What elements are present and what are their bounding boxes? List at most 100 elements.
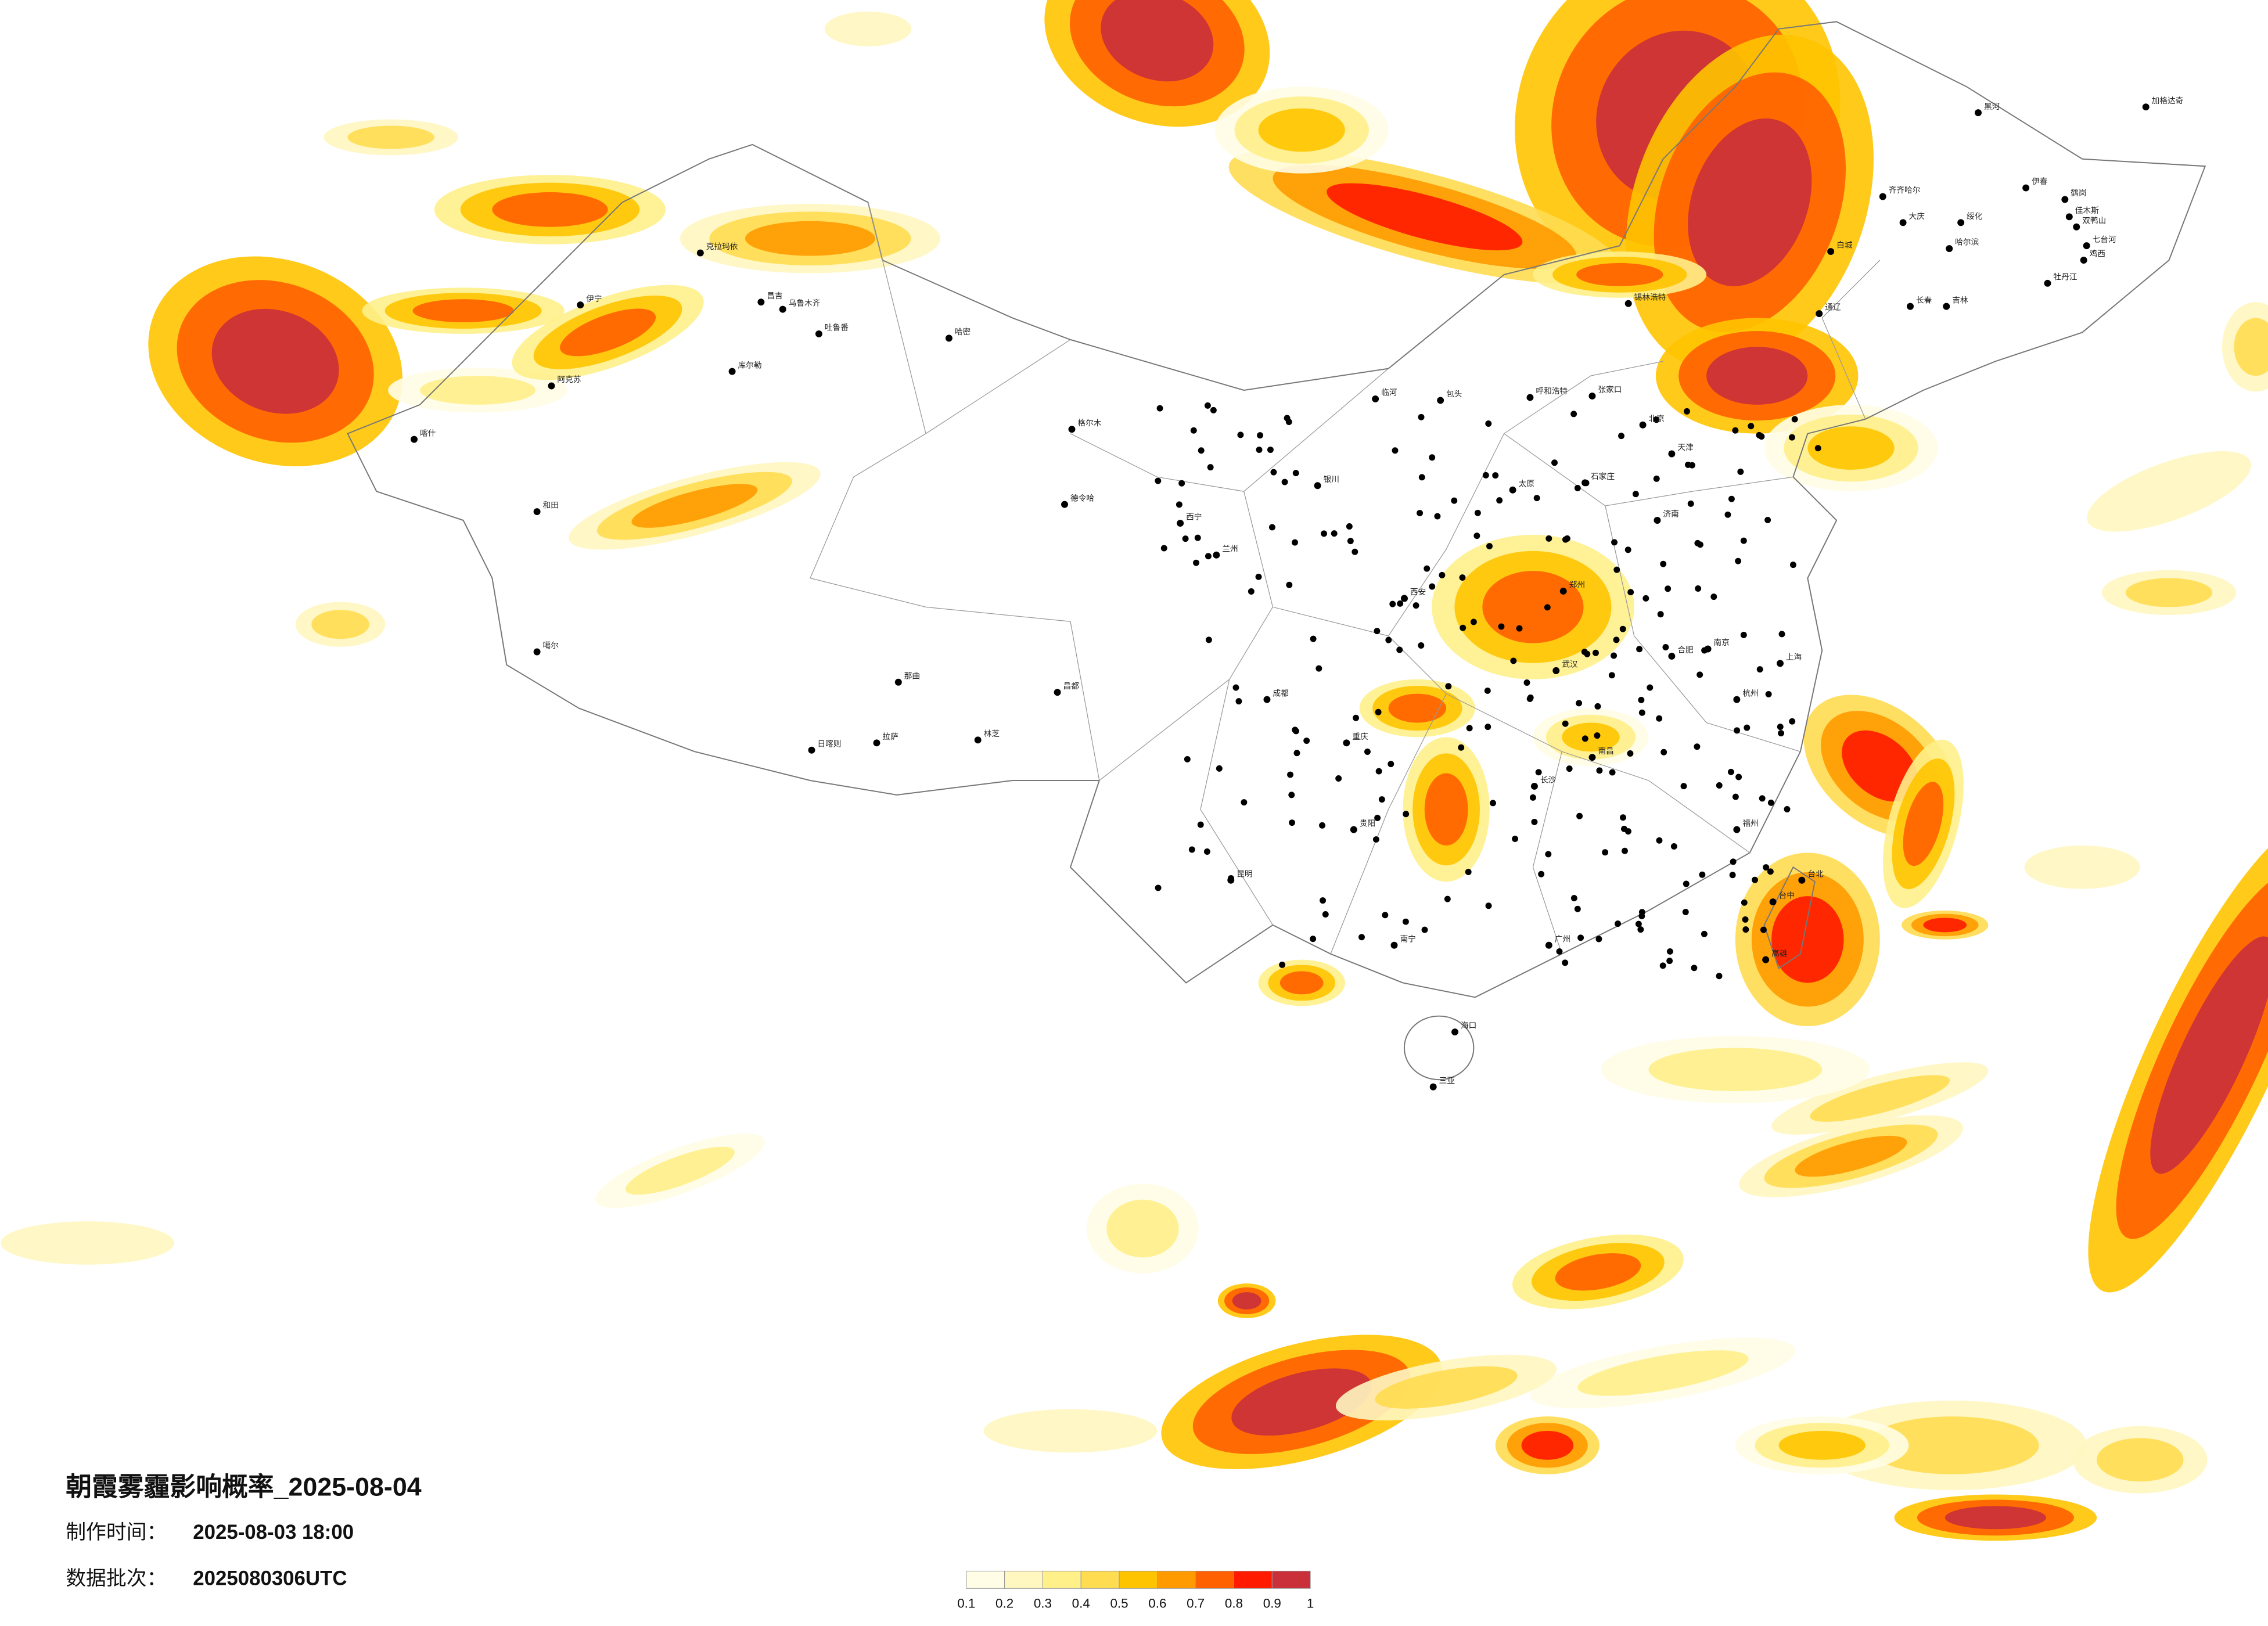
city-dot (1611, 652, 1618, 659)
city-label: 牡丹江 (2053, 272, 2077, 281)
city-label: 包头 (1446, 390, 1462, 398)
city-dot (1659, 962, 1666, 969)
city-dot (1482, 472, 1489, 479)
city-label: 西安 (1410, 588, 1426, 596)
city-dot (1530, 782, 1538, 790)
city-label: 长沙 (1540, 776, 1557, 785)
city-dot (1485, 420, 1492, 427)
city-dot (1358, 934, 1365, 941)
city-dot (1724, 511, 1731, 518)
city-dot (1213, 551, 1220, 559)
probability-patch (1101, 0, 1214, 82)
city-dot (1727, 768, 1734, 775)
city-dot (1232, 684, 1239, 691)
city-dot (1533, 495, 1540, 502)
city-label: 三亚 (1439, 1076, 1455, 1085)
city-dot (1632, 491, 1639, 498)
city-dot (1688, 462, 1695, 469)
city-dot (1574, 485, 1581, 491)
city-dot (1624, 300, 1632, 307)
city-label: 德令哈 (1070, 494, 1094, 502)
colorbar-tick-label: 0.2 (995, 1596, 1013, 1611)
city-dot (1286, 581, 1293, 588)
city-dot (1594, 732, 1601, 739)
city-label: 林芝 (984, 729, 1000, 738)
city-dot (1458, 744, 1465, 751)
city-dot (2022, 184, 2030, 192)
colorbar-tick-label: 0.6 (1148, 1596, 1166, 1611)
city-dot (1178, 480, 1185, 487)
city-dot (1592, 649, 1599, 656)
city-label: 喀什 (420, 429, 436, 437)
city-dot (1486, 543, 1493, 550)
city-dot (1716, 782, 1723, 789)
colorbar-tick-label: 0.1 (957, 1596, 975, 1611)
colorbar-tick-label: 0.8 (1225, 1596, 1243, 1611)
city-dot (1637, 926, 1644, 933)
city-dot (1292, 726, 1299, 733)
city-dot (1346, 523, 1353, 530)
probability-patch (1944, 1506, 2046, 1530)
city-label: 贵阳 (1360, 819, 1375, 828)
probability-patch (1521, 1431, 1574, 1460)
city-dot (1429, 1083, 1437, 1091)
city-label: 杭州 (1742, 689, 1758, 697)
probability-patch (211, 308, 339, 414)
city-dot (1205, 553, 1212, 560)
city-dot (1374, 814, 1381, 821)
city-dot (1615, 920, 1622, 927)
city-dot (1490, 800, 1496, 807)
city-label: 通辽 (1825, 303, 1841, 312)
city-dot (1538, 870, 1545, 877)
city-dot (1647, 684, 1654, 691)
city-dot (533, 508, 541, 516)
city-dot (1619, 625, 1626, 632)
city-dot (1054, 689, 1061, 696)
city-dot (757, 298, 765, 306)
city-dot (1281, 479, 1288, 485)
city-dot (1582, 479, 1589, 487)
colorbar-swatch (1004, 1570, 1043, 1589)
city-dot (1310, 635, 1317, 642)
probability-patch (1576, 262, 1663, 286)
city-dot (1194, 534, 1201, 541)
city-dot (1559, 587, 1567, 595)
city-dot (1907, 303, 1914, 310)
city-label: 北京 (1649, 414, 1665, 423)
city-dot (1683, 880, 1690, 887)
city-dot (1621, 825, 1627, 832)
city-dot (1268, 524, 1275, 531)
city-dot (2061, 196, 2069, 203)
city-dot (1190, 427, 1197, 434)
city-dot (1730, 858, 1737, 865)
probability-patch (1865, 1416, 2039, 1474)
city-label: 齐齐哈尔 (1889, 186, 1921, 195)
city-dot (1576, 700, 1583, 707)
city-label: 呼和浩特 (1536, 387, 1568, 395)
city-dot (1400, 595, 1408, 602)
city-dot (974, 736, 982, 744)
city-dot (1320, 897, 1327, 904)
title: 朝霞雾霾影响概率_2025-08-04 (66, 1472, 422, 1501)
city-dot (1061, 501, 1069, 508)
city-dot (1237, 431, 1244, 438)
probability-patch (419, 376, 536, 405)
city-label: 张家口 (1598, 385, 1622, 394)
city-dot (1544, 604, 1551, 611)
city-dot (1353, 714, 1360, 721)
city-label: 乌鲁木齐 (789, 298, 821, 307)
city-dot (1385, 636, 1392, 643)
hainan-outline (1403, 1015, 1475, 1081)
batch-label: 数据批次： (66, 1567, 167, 1590)
city-dot (1609, 769, 1616, 776)
city-dot (1653, 475, 1660, 482)
city-dot (1204, 402, 1211, 409)
city-dot (1666, 958, 1673, 965)
city-dot (1778, 730, 1785, 737)
city-dot (1574, 905, 1581, 912)
city-dot (1740, 537, 1747, 544)
city-dot (1699, 871, 1706, 878)
probability-patch (2097, 1438, 2184, 1482)
city-dot (1434, 513, 1441, 520)
